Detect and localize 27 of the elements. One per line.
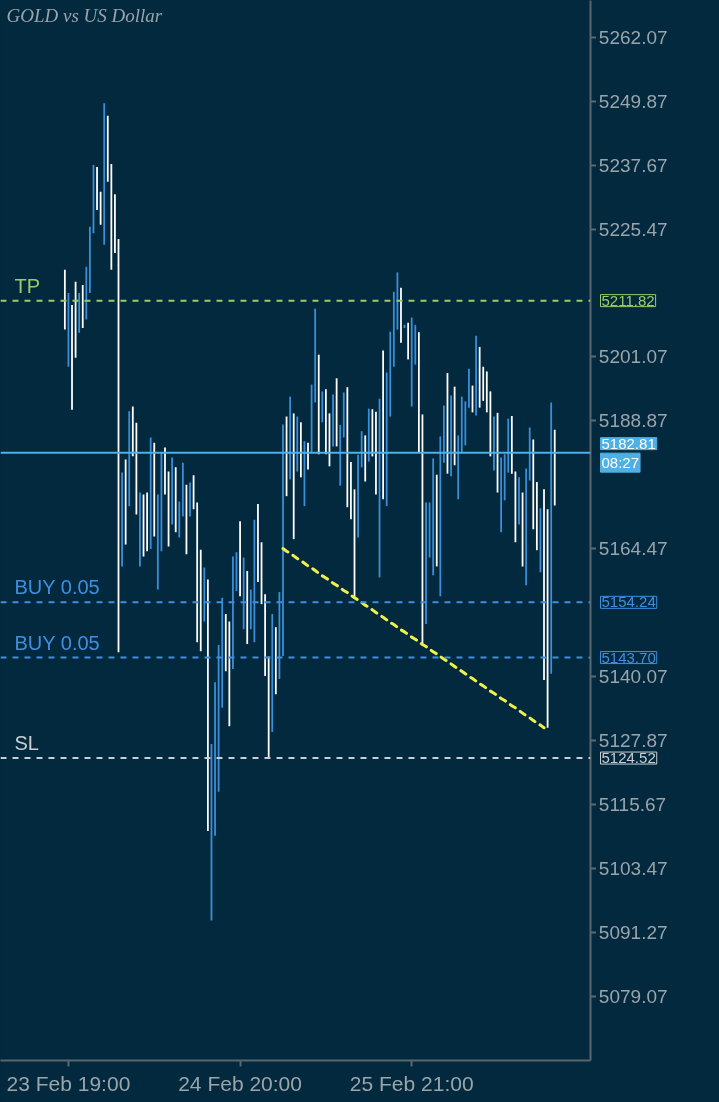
y-tick-label: 5188.87 [598, 410, 668, 432]
y-tick-label: 5091.27 [598, 921, 668, 943]
y-tick-label: 5103.47 [598, 857, 668, 879]
y-tick-label: 5262.07 [598, 26, 668, 48]
chart-title: GOLD vs US Dollar [6, 4, 163, 26]
y-tick-label: 5237.67 [598, 154, 668, 176]
y-tick-label: 5079.07 [598, 985, 668, 1007]
y-tick-label: 5249.87 [598, 90, 668, 112]
ref-line-label: BUY 0.05 [14, 576, 100, 599]
x-tick-label: 24 Feb 20:00 [178, 1071, 302, 1095]
x-tick-label: 23 Feb 19:00 [6, 1071, 131, 1095]
text: 5211.82 [601, 291, 655, 309]
y-tick-label: 5115.67 [598, 793, 667, 815]
ref-line-label: BUY 0.05 [14, 631, 100, 654]
ref-line-label: SL [14, 732, 39, 755]
text: 5143.70 [601, 648, 656, 666]
y-tick-label: 5140.07 [598, 666, 668, 688]
y-tick-label: 5127.87 [598, 730, 668, 752]
y-tick-label: 5225.47 [598, 218, 668, 240]
text: 5124.52 [601, 749, 656, 767]
y-tick-label: 5164.47 [598, 538, 668, 560]
ref-line-label: TP [14, 274, 41, 297]
text: 5182.81 [601, 434, 656, 452]
text: 5154.24 [601, 593, 656, 611]
x-tick-label: 25 Feb 21:00 [349, 1071, 474, 1095]
text: 08:27 [601, 454, 640, 472]
y-tick-label: 5201.07 [598, 346, 668, 368]
